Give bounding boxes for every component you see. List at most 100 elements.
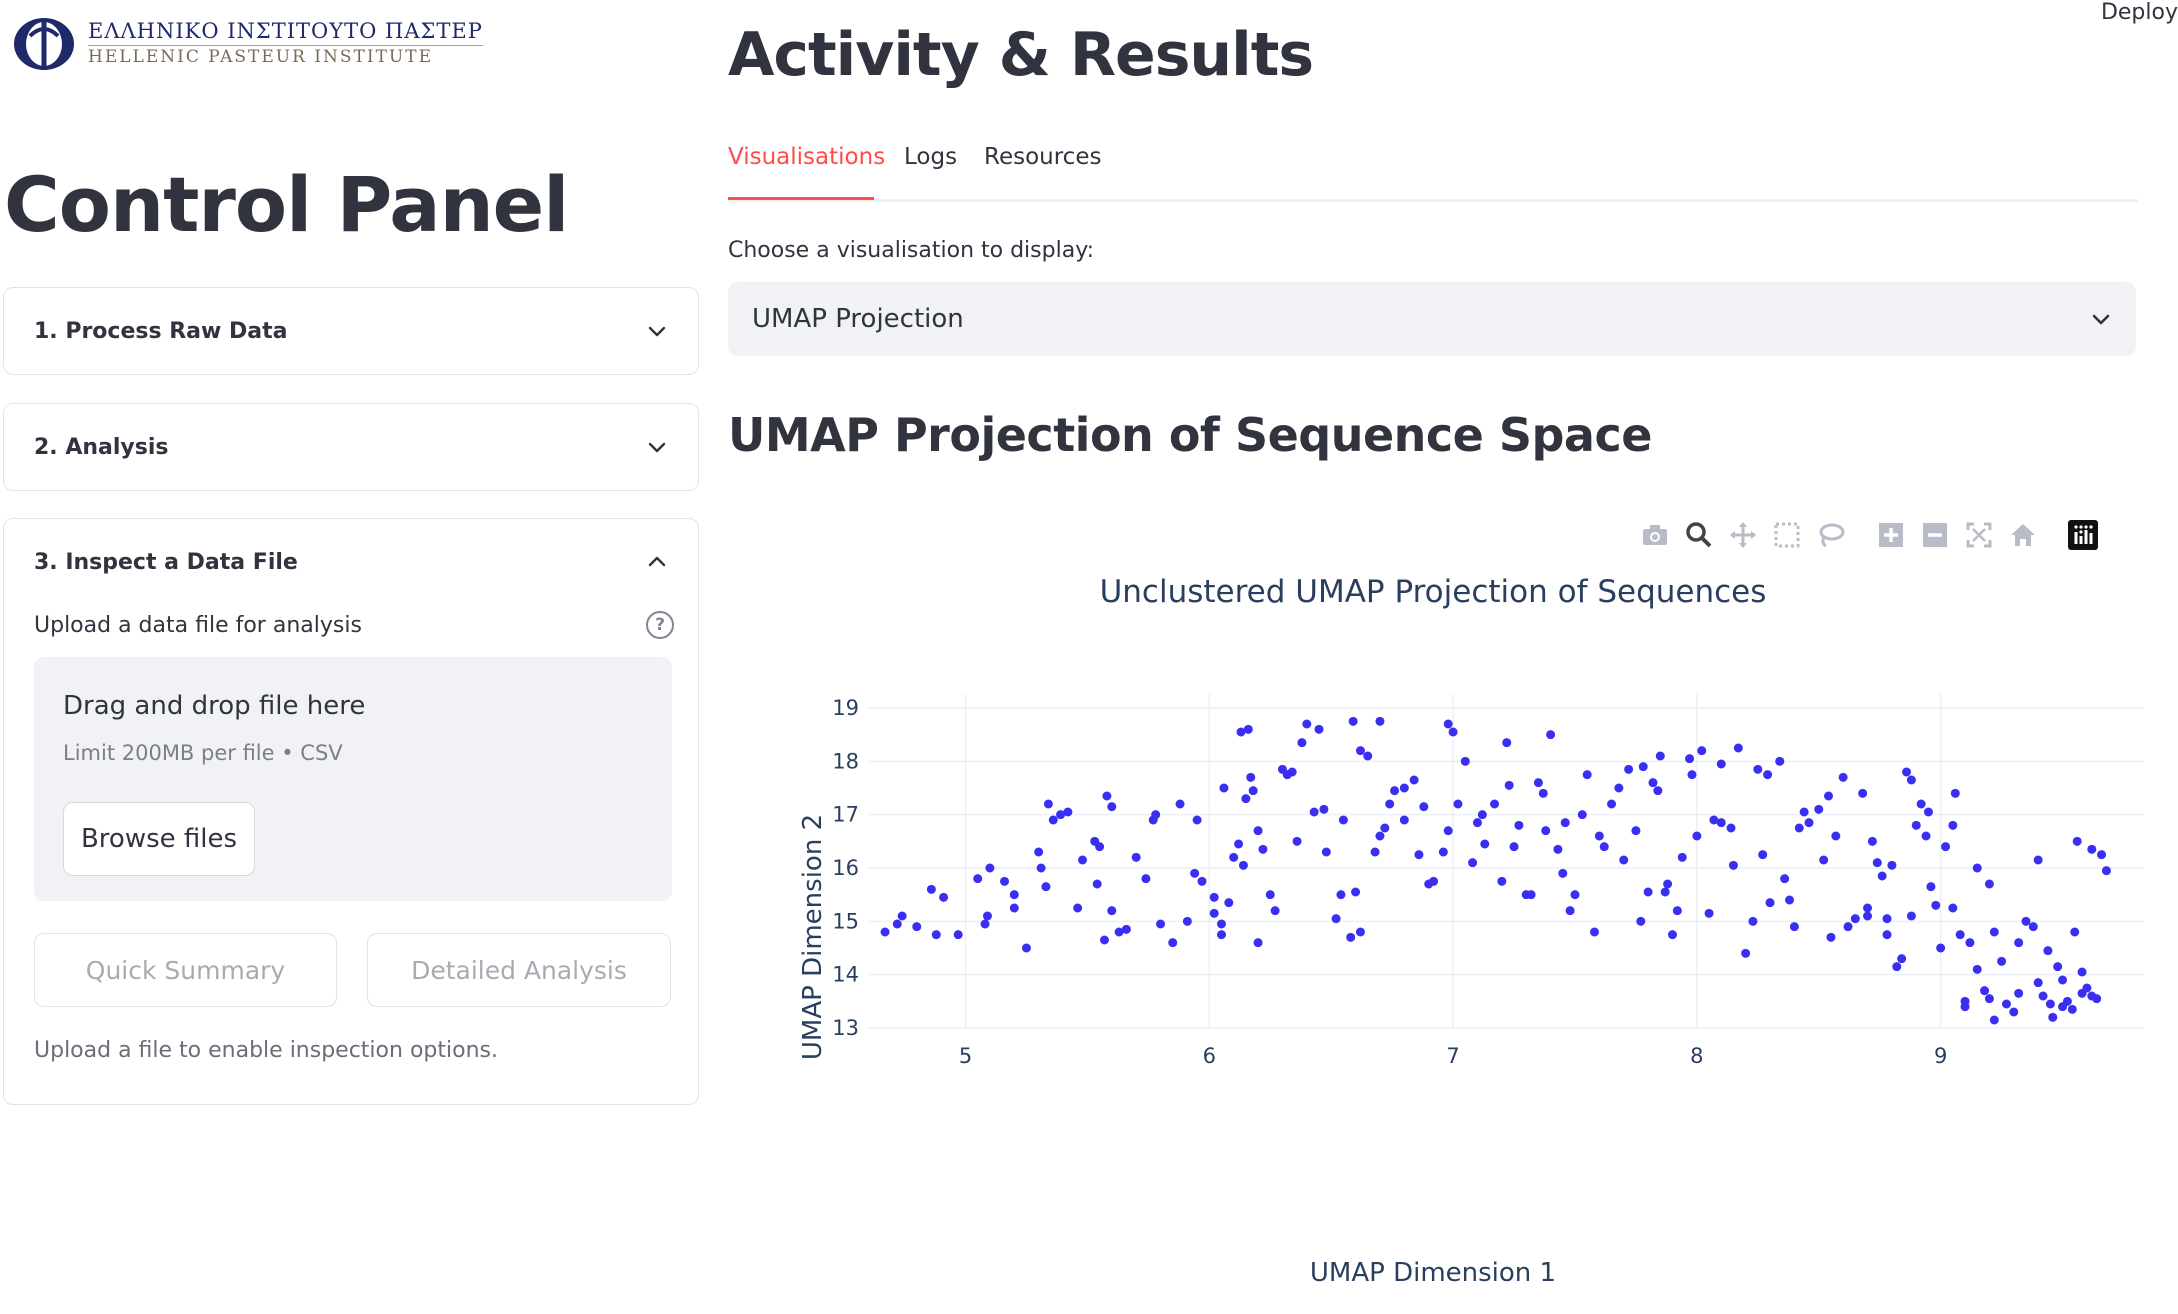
data-point[interactable] [1238, 860, 1248, 870]
data-point[interactable] [1565, 906, 1575, 916]
data-point[interactable] [2009, 1007, 2019, 1017]
data-point[interactable] [1599, 842, 1609, 852]
data-point[interactable] [1246, 772, 1256, 782]
visualisation-select[interactable]: UMAP Projection [728, 282, 2136, 356]
data-point[interactable] [1102, 791, 1112, 801]
data-point[interactable] [1892, 962, 1902, 972]
data-point[interactable] [1099, 935, 1109, 945]
data-point[interactable] [1009, 890, 1019, 900]
data-point[interactable] [1114, 927, 1124, 937]
data-point[interactable] [1309, 807, 1319, 817]
data-point[interactable] [1107, 906, 1117, 916]
data-point[interactable] [1302, 719, 1312, 729]
pan-icon[interactable] [1726, 518, 1760, 552]
data-point[interactable] [1370, 847, 1380, 857]
data-point[interactable] [1151, 810, 1161, 820]
data-point[interactable] [1619, 855, 1629, 865]
data-point[interactable] [1631, 826, 1641, 836]
data-point[interactable] [2048, 1012, 2058, 1022]
data-point[interactable] [1287, 767, 1297, 777]
data-point[interactable] [1236, 727, 1246, 737]
data-point[interactable] [1785, 895, 1795, 905]
data-point[interactable] [1553, 844, 1563, 854]
data-point[interactable] [1648, 778, 1658, 788]
data-point[interactable] [1538, 788, 1548, 798]
data-point[interactable] [1989, 1015, 1999, 1025]
data-point[interactable] [1241, 794, 1251, 804]
data-point[interactable] [1997, 956, 2007, 966]
data-point[interactable] [1504, 780, 1514, 790]
data-point[interactable] [1911, 820, 1921, 830]
zoom-icon[interactable] [1682, 518, 1716, 552]
data-point[interactable] [1826, 932, 1836, 942]
data-point[interactable] [1351, 887, 1361, 897]
data-point[interactable] [1931, 900, 1941, 910]
data-point[interactable] [2045, 999, 2055, 1009]
data-point[interactable] [1514, 820, 1524, 830]
data-point[interactable] [2087, 991, 2097, 1001]
data-point[interactable] [1331, 914, 1341, 924]
data-point[interactable] [1399, 815, 1409, 825]
data-point[interactable] [1443, 719, 1453, 729]
data-point[interactable] [1056, 810, 1066, 820]
data-point[interactable] [1497, 876, 1507, 886]
data-point[interactable] [1078, 855, 1088, 865]
data-point[interactable] [1941, 842, 1951, 852]
data-point[interactable] [1224, 898, 1234, 908]
data-point[interactable] [1582, 770, 1592, 780]
detailed-analysis-button[interactable]: Detailed Analysis [367, 933, 671, 1007]
data-point[interactable] [1209, 892, 1219, 902]
data-point[interactable] [1141, 874, 1151, 884]
data-point[interactable] [1824, 791, 1834, 801]
data-point[interactable] [1319, 804, 1329, 814]
data-point[interactable] [880, 927, 890, 937]
data-point[interactable] [1858, 788, 1868, 798]
data-point[interactable] [1363, 751, 1373, 761]
data-point[interactable] [939, 892, 949, 902]
data-point[interactable] [1546, 730, 1556, 740]
data-point[interactable] [1453, 799, 1463, 809]
data-point[interactable] [1380, 823, 1390, 833]
data-point[interactable] [1748, 916, 1758, 926]
data-point[interactable] [1692, 831, 1702, 841]
data-point[interactable] [1131, 852, 1141, 862]
data-point[interactable] [2058, 1002, 2068, 1012]
data-point[interactable] [1667, 930, 1677, 940]
data-point[interactable] [1685, 754, 1695, 764]
data-point[interactable] [1831, 831, 1841, 841]
data-point[interactable] [1716, 759, 1726, 769]
data-point[interactable] [1614, 783, 1624, 793]
data-point[interactable] [1073, 903, 1083, 913]
data-point[interactable] [1643, 887, 1653, 897]
data-point[interactable] [1704, 908, 1714, 918]
box-select-icon[interactable] [1770, 518, 1804, 552]
camera-icon[interactable] [1638, 518, 1672, 552]
data-point[interactable] [1448, 727, 1458, 737]
zoom-out-icon[interactable] [1918, 518, 1952, 552]
lasso-icon[interactable] [1814, 518, 1848, 552]
data-point[interactable] [2021, 916, 2031, 926]
data-point[interactable] [2033, 978, 2043, 988]
data-point[interactable] [1021, 943, 1031, 953]
data-point[interactable] [1716, 818, 1726, 828]
data-point[interactable] [1950, 788, 1960, 798]
help-icon[interactable]: ? [646, 611, 674, 639]
expander-header-process-raw-data[interactable]: 1. Process Raw Data [4, 288, 698, 374]
data-point[interactable] [1265, 890, 1275, 900]
data-point[interactable] [1607, 799, 1617, 809]
data-point[interactable] [1219, 783, 1229, 793]
data-point[interactable] [2058, 975, 2068, 985]
data-point[interactable] [2101, 866, 2111, 876]
data-point[interactable] [1253, 826, 1263, 836]
data-point[interactable] [2070, 927, 2080, 937]
data-point[interactable] [1775, 756, 1785, 766]
data-point[interactable] [1794, 823, 1804, 833]
quick-summary-button[interactable]: Quick Summary [34, 933, 337, 1007]
data-point[interactable] [1399, 783, 1409, 793]
data-point[interactable] [1248, 786, 1258, 796]
data-point[interactable] [985, 863, 995, 873]
data-point[interactable] [1926, 882, 1936, 892]
data-point[interactable] [1758, 850, 1768, 860]
zoom-in-icon[interactable] [1874, 518, 1908, 552]
data-point[interactable] [1960, 1002, 1970, 1012]
